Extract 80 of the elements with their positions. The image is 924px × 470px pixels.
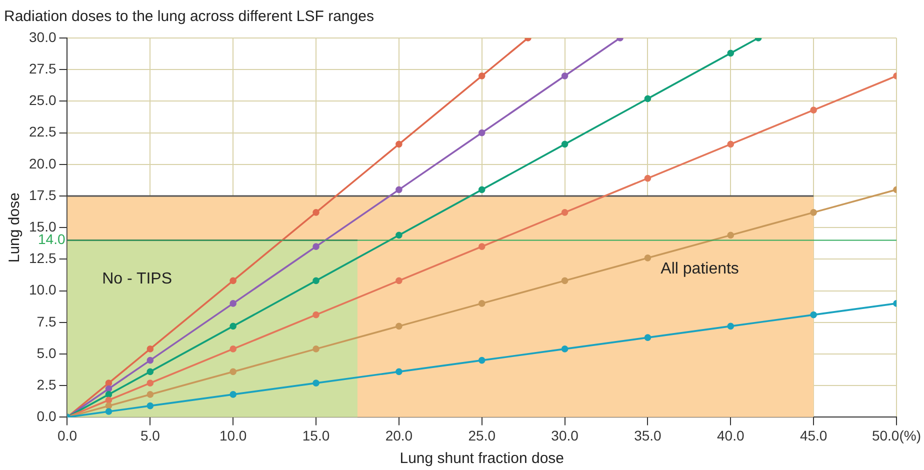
point: [478, 300, 486, 307]
y-tick-label: 2.5: [36, 376, 56, 392]
y-tick-label: 5.0: [36, 344, 56, 361]
x-tick-label: 35.0: [634, 427, 662, 444]
point: [105, 402, 112, 410]
x-tick-label: 50.0(%): [872, 427, 922, 444]
point: [478, 72, 486, 80]
point: [105, 385, 112, 392]
point: [478, 356, 486, 364]
point: [146, 380, 154, 386]
point: [312, 346, 320, 352]
point: [727, 232, 734, 239]
point: [230, 277, 236, 284]
point: [478, 243, 486, 250]
point: [146, 391, 154, 398]
point: [396, 322, 402, 330]
point: [146, 402, 154, 410]
x-tick-label: 25.0: [468, 427, 496, 444]
point: [230, 322, 236, 330]
y-tick-label: 10.0: [29, 282, 56, 298]
point: [396, 232, 402, 239]
point: [396, 277, 402, 284]
point: [105, 408, 112, 415]
point: [396, 368, 402, 376]
point: [810, 106, 817, 114]
point: [644, 334, 652, 341]
chart-title: Radiation doses to the lung across different LSF ranges: [4, 8, 374, 26]
point: [230, 300, 236, 307]
y-tick-label: 20.0: [29, 155, 56, 172]
point: [644, 254, 652, 262]
x-axis-title: Lung shunt fraction dose: [400, 450, 564, 468]
x-tick-label: 45.0: [800, 427, 828, 444]
point: [810, 209, 817, 216]
point: [561, 277, 568, 284]
x-tick-label: 40.0: [717, 427, 744, 444]
point: [230, 368, 236, 376]
x-tick-label: 5.0: [140, 427, 160, 444]
point: [727, 50, 734, 57]
series-label: No - TIPS: [102, 270, 172, 288]
point: [644, 174, 652, 182]
point: [561, 346, 568, 352]
point: [561, 209, 568, 216]
point: [478, 186, 486, 194]
x-tick-label: 30.0: [551, 427, 579, 444]
y-tick-label: 12.5: [29, 250, 56, 266]
point: [312, 243, 320, 250]
y-tick-label: 7.5: [36, 313, 56, 330]
y-tick-label: 0.0: [36, 408, 56, 424]
point: [312, 380, 320, 386]
point: [561, 140, 568, 148]
x-tick-label: 20.0: [385, 427, 413, 444]
point: [727, 140, 734, 148]
y-tick-label: 22.5: [29, 124, 56, 140]
point: [105, 396, 112, 404]
point: [146, 346, 154, 352]
y-tick-label: 25.0: [29, 92, 56, 108]
point: [312, 209, 320, 216]
point: [561, 72, 568, 80]
x-tick-label: 0.0: [58, 427, 78, 444]
point: [810, 311, 817, 318]
y-tick-label: 30.0: [29, 28, 56, 45]
y-axis-title: Lung dose: [6, 192, 24, 263]
series-label: All patients: [660, 260, 739, 278]
x-tick-label: 15.0: [302, 427, 330, 444]
point: [727, 322, 734, 330]
point: [478, 129, 486, 136]
point: [105, 380, 112, 386]
y-tick-label: 27.5: [29, 60, 56, 76]
point: [146, 368, 154, 376]
point: [644, 95, 652, 102]
point: [396, 186, 402, 194]
point: [230, 391, 236, 398]
y-tick-label: 17.5: [29, 186, 56, 203]
point: [105, 391, 112, 398]
point: [230, 346, 236, 352]
point: [312, 277, 320, 284]
point: [312, 311, 320, 318]
x-tick-label: 10.0: [219, 427, 247, 444]
point: [146, 356, 154, 364]
point: [396, 140, 402, 148]
